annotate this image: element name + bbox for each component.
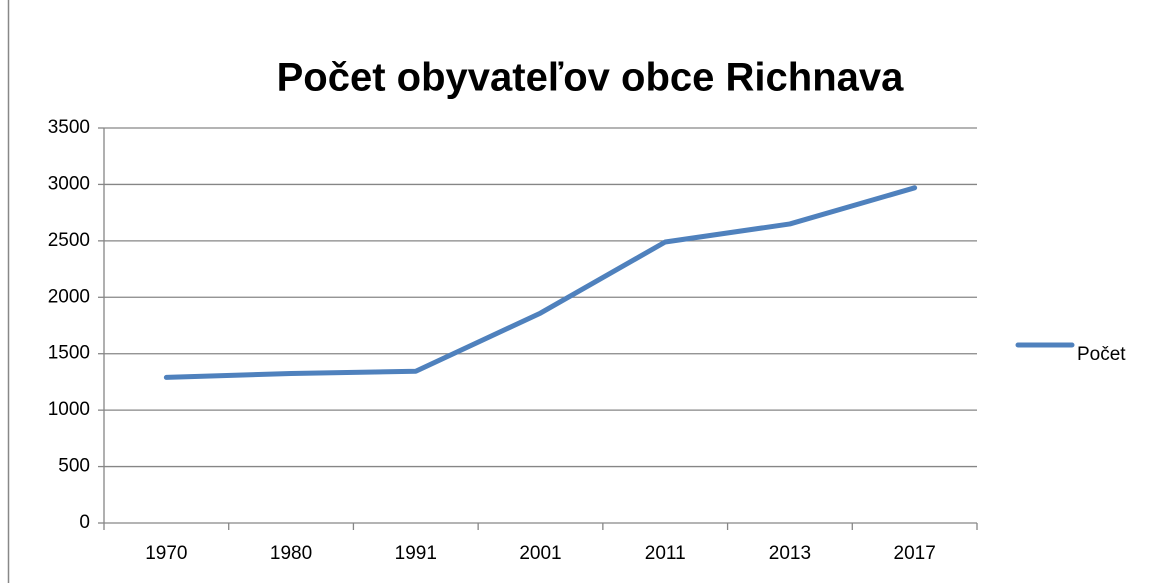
x-tick-label: 2001 (519, 543, 561, 564)
y-tick-label: 0 (79, 512, 90, 533)
y-tick-label: 2000 (48, 286, 90, 307)
data-line (163, 185, 918, 380)
chart-title: Počet obyvateľov obce Richnava (277, 56, 904, 100)
y-tick-label: 500 (58, 456, 90, 477)
x-tick-label: 2017 (894, 543, 936, 564)
y-tick-label: 1000 (48, 399, 90, 420)
y-tick-label: 3500 (48, 117, 90, 138)
x-tick-label: 1970 (145, 543, 187, 564)
x-tick-label: 1980 (270, 543, 312, 564)
x-tick-label: 2011 (645, 543, 686, 564)
y-tick-label: 2500 (48, 230, 90, 251)
y-tick-label: 1500 (48, 343, 90, 364)
x-tick-label: 2013 (769, 543, 811, 564)
y-tick-label: 3000 (48, 173, 90, 194)
legend-label: Počet (1077, 344, 1126, 365)
x-tick-label: 1991 (395, 543, 437, 564)
